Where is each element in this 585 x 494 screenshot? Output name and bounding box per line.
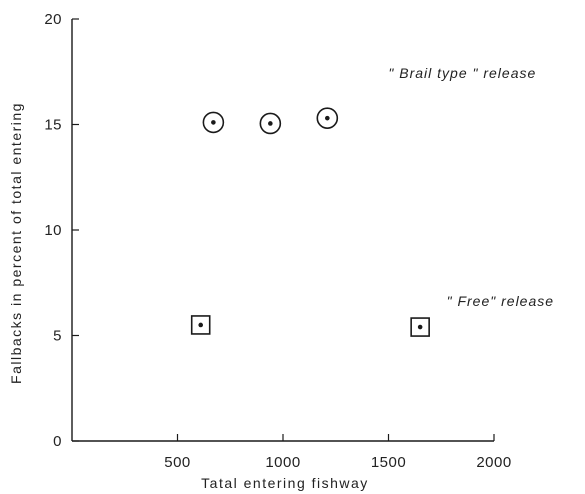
- y-axis-title: Fallbacks in percent of total entering: [8, 102, 24, 384]
- y-tick-label: 0: [53, 433, 62, 450]
- circle-point: [259, 112, 282, 135]
- circle-point: [316, 107, 339, 129]
- x-tick-label: 1000: [265, 454, 300, 471]
- square-point: [190, 315, 211, 335]
- x-tick-label: 2000: [476, 454, 511, 471]
- circle-marker-outline: [259, 112, 282, 135]
- y-tick-label: 5: [53, 328, 62, 345]
- y-tick-label: 15: [44, 117, 62, 134]
- point-dot: [198, 322, 204, 328]
- y-axis-ticks: 0 5 10 15 20: [44, 11, 79, 450]
- annotation-label: " Free" release: [447, 293, 554, 309]
- circle-marker-outline: [316, 107, 339, 129]
- point-dot: [417, 324, 423, 330]
- point-dot: [325, 115, 330, 121]
- square-point: [410, 317, 430, 337]
- circle-point: [202, 111, 225, 134]
- point-dot: [268, 121, 273, 126]
- point-dot: [211, 120, 216, 125]
- x-axis-title: Tatal entering fishway: [201, 475, 369, 491]
- annotations: " Brail type " release " Free" release: [388, 65, 554, 309]
- y-tick-label: 10: [44, 222, 62, 239]
- x-tick-label: 1500: [371, 454, 406, 471]
- x-axis-ticks: 500 1000 1500 2000: [164, 434, 511, 471]
- annotation-label: " Brail type " release: [388, 65, 536, 81]
- y-tick-label: 20: [44, 11, 62, 28]
- square-marker-outline: [410, 317, 430, 337]
- square-marker-outline: [190, 315, 211, 335]
- axes: [71, 19, 494, 442]
- circle-marker-outline: [202, 111, 225, 134]
- data-points: [190, 107, 430, 337]
- x-tick-label: 500: [164, 454, 191, 471]
